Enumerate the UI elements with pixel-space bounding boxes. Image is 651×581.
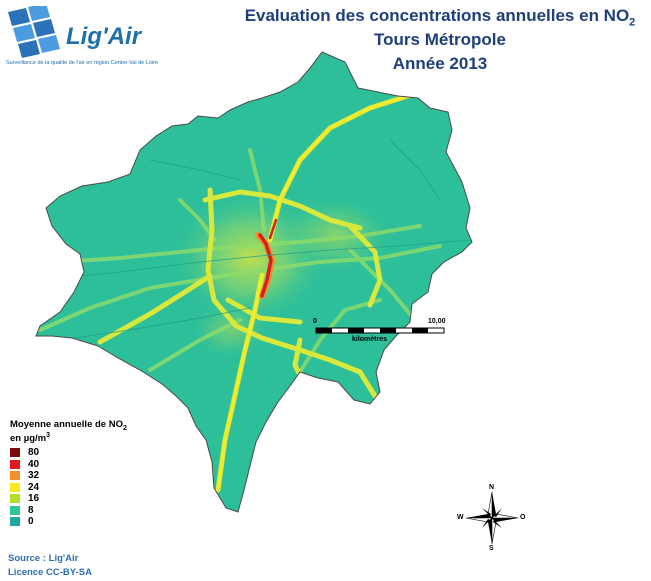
logo-text: Lig'Air	[66, 23, 143, 50]
scale-unit-label: kilomètres	[352, 336, 388, 343]
legend-swatch	[10, 448, 20, 458]
legend-swatch	[10, 471, 20, 481]
ligair-logo: Lig'Air	[8, 6, 143, 58]
legend-label: 24	[28, 481, 40, 493]
map-title-line2: Tours Métropole	[374, 30, 506, 49]
legend-swatch	[10, 494, 20, 504]
compass-rose-icon	[465, 491, 519, 545]
map-title-line1: Evaluation des concentrations annuelles …	[244, 6, 636, 29]
legend-classes: 80 40 32 24 16 8 0	[10, 447, 160, 528]
legend-swatch	[10, 517, 20, 527]
legend-row: 80	[10, 447, 160, 459]
legend-label: 8	[28, 504, 34, 516]
legend-label: 80	[28, 447, 40, 459]
compass-east: O	[520, 514, 526, 521]
legend-row: 8	[10, 505, 160, 517]
scale-start-label: 0	[313, 318, 317, 325]
legend-label: 16	[28, 493, 40, 505]
source-credit: Source : Lig'Air	[8, 553, 79, 564]
legend-row: 16	[10, 493, 160, 505]
compass-north: N	[489, 484, 495, 491]
legend-row: 40	[10, 459, 160, 471]
licence-credit: Licence CC-BY-SA	[8, 567, 92, 578]
legend-title-line1: Moyenne annuelle de NO2	[10, 419, 127, 432]
logo-tagline: Surveillance de la qualité de l'air en r…	[6, 60, 158, 66]
legend-title-line2: en µg/m3	[10, 431, 50, 445]
legend: Moyenne annuelle de NO2 en µg/m3 80 40 32 2…	[10, 419, 160, 528]
logo-grid-icon	[8, 6, 60, 58]
river-network	[39, 139, 471, 341]
compass-west: W	[457, 514, 464, 521]
hotspot-road	[258, 233, 273, 298]
scale-bar	[315, 327, 445, 334]
legend-row: 0	[10, 516, 160, 528]
legend-row: 32	[10, 470, 160, 482]
compass-south: S	[489, 545, 494, 552]
legend-swatch	[10, 482, 20, 492]
legend-label: 0	[28, 516, 34, 528]
legend-row: 24	[10, 482, 160, 494]
road-network	[38, 89, 442, 493]
metropole-boundary	[35, 51, 473, 513]
legend-swatch	[10, 459, 20, 469]
legend-label: 40	[28, 458, 40, 470]
scale-end-label: 10,00	[428, 318, 446, 325]
map-title-line3: Année 2013	[392, 54, 488, 73]
legend-label: 32	[28, 470, 40, 482]
legend-swatch	[10, 505, 20, 515]
